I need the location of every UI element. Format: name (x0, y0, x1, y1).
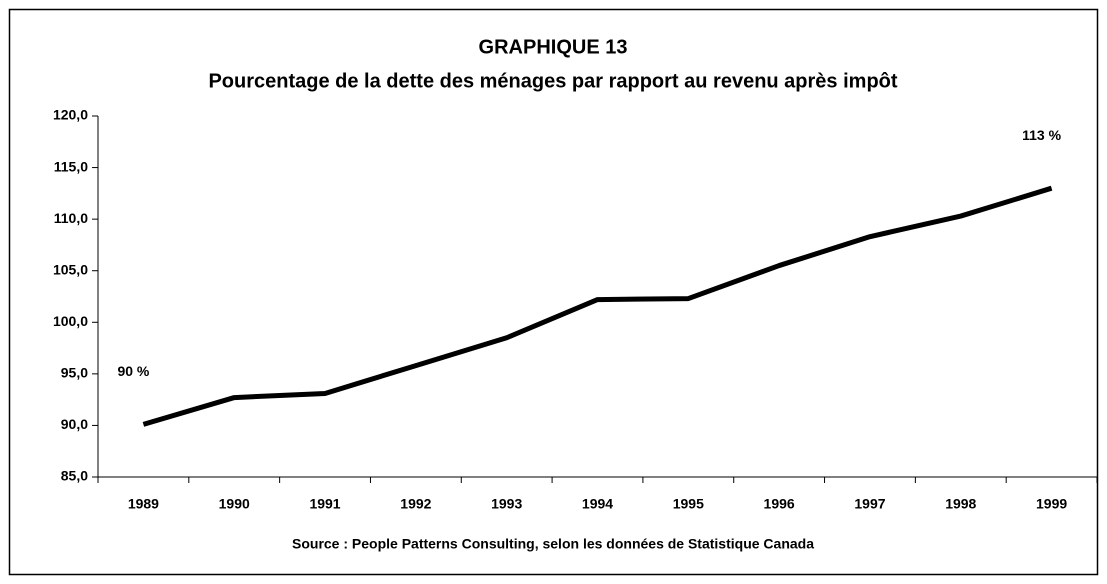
y-tick-label: 105,0 (53, 261, 88, 277)
x-tick-label: 1994 (582, 496, 613, 512)
y-tick-label: 95,0 (61, 365, 88, 381)
y-tick-label: 115,0 (54, 158, 88, 174)
chart-subtitle: Pourcentage de la dette des ménages par … (208, 70, 897, 92)
y-tick-label: 120,0 (53, 107, 88, 123)
source-note: Source : People Patterns Consulting, sel… (292, 536, 814, 552)
x-tick-label: 1990 (219, 496, 250, 512)
chart-border (8, 8, 1099, 576)
x-tick-label: 1991 (309, 496, 340, 512)
x-tick-label: 1989 (128, 496, 159, 512)
y-tick-label: 85,0 (61, 468, 88, 484)
x-tick-label: 1998 (945, 496, 976, 512)
chart-title: GRAPHIQUE 13 (479, 36, 628, 58)
x-tick-label: 1992 (400, 496, 431, 512)
data-label: 113 % (1022, 127, 1061, 143)
x-tick-label: 1995 (673, 496, 704, 512)
x-tick-label: 1993 (491, 496, 522, 512)
data-label: 90 % (117, 363, 149, 379)
x-tick-label: 1997 (854, 496, 885, 512)
x-tick-label: 1996 (764, 496, 795, 512)
x-tick-label: 1999 (1036, 496, 1067, 512)
y-tick-label: 90,0 (61, 416, 88, 432)
data-line (142, 185, 1053, 427)
y-tick-label: 110,0 (54, 210, 88, 226)
y-tick-label: 100,0 (53, 313, 88, 329)
